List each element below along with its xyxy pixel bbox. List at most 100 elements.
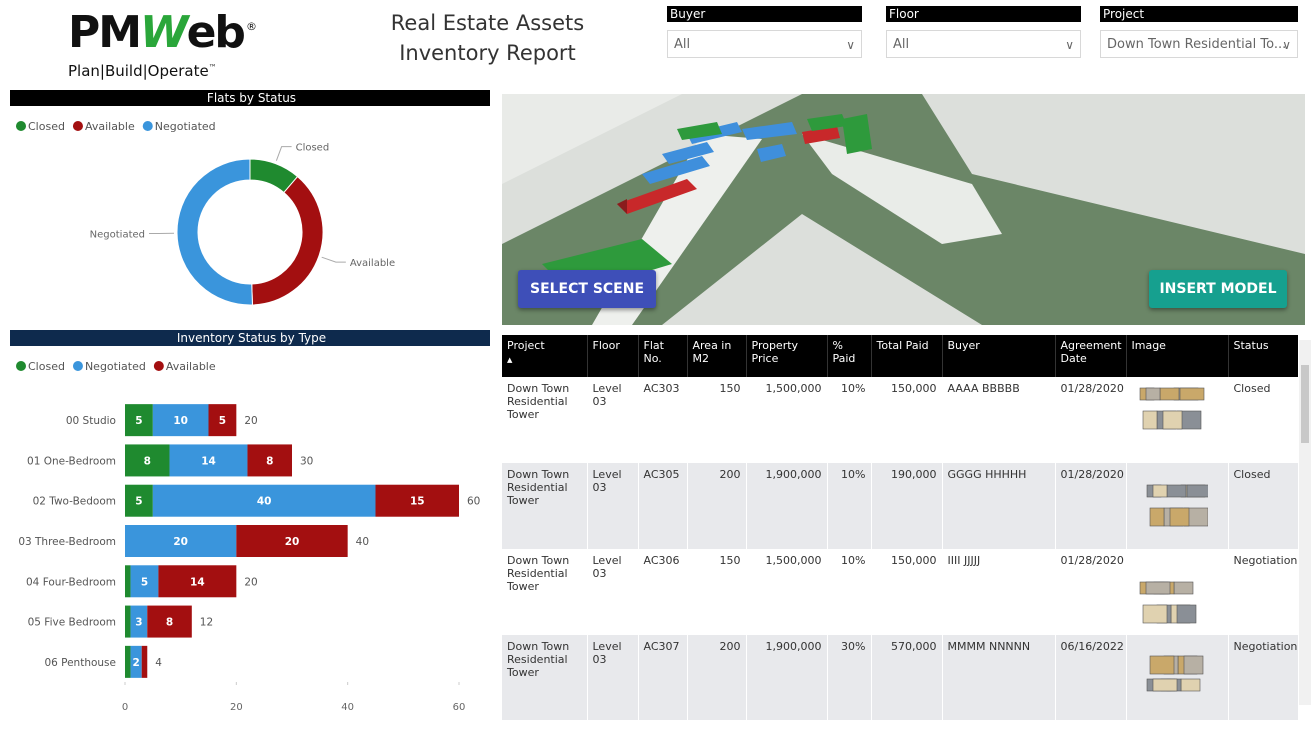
column-header[interactable]: Status <box>1228 335 1298 377</box>
column-title: Floor <box>592 339 620 352</box>
insert-model-button[interactable]: INSERT MODEL <box>1149 270 1287 308</box>
leader-line <box>275 146 292 161</box>
legend-label: Negotiated <box>155 120 216 133</box>
table-cell <box>1126 463 1229 549</box>
logo-tagline-wrap: Plan|Build|Operate™ <box>68 62 278 80</box>
legend-swatch <box>72 361 83 371</box>
column-header[interactable]: Area in M2 <box>687 335 747 377</box>
table-cell: 01/28/2020 <box>1055 377 1127 463</box>
bar-segment <box>130 565 159 598</box>
slice-label: Closed <box>296 143 330 154</box>
bar-segment <box>130 645 142 678</box>
legend-swatch <box>16 121 26 131</box>
bar-segment <box>375 484 459 517</box>
logo-part: W <box>140 7 189 58</box>
table-cell <box>1126 377 1229 463</box>
column-header[interactable]: Project ▲ <box>502 335 588 377</box>
column-header[interactable]: Flat No. <box>638 335 688 377</box>
plan-room <box>1183 655 1203 675</box>
select-scene-button[interactable]: SELECT SCENE <box>518 270 656 308</box>
scrollbar[interactable] <box>1299 340 1311 705</box>
table-wrap: Project ▲ Floor Flat No. Area in M2 Property … <box>502 335 1298 720</box>
cell-text: 10% <box>841 554 866 567</box>
cell-text: AC303 <box>643 382 680 395</box>
total-label: 20 <box>244 576 257 588</box>
leader-line <box>321 256 346 263</box>
cell-text: 1,900,000 <box>765 468 822 481</box>
column-header[interactable]: Agreement Date <box>1055 335 1127 377</box>
bar-segment <box>152 404 209 437</box>
filter-label: Project <box>1100 6 1298 22</box>
plan-room <box>1145 387 1160 401</box>
scroll-thumb[interactable] <box>1301 365 1309 443</box>
table-row[interactable]: Down Town Residential Tower Level 03 AC305… <box>502 463 1298 549</box>
table-cell: AC306 <box>638 549 688 635</box>
bar-segment <box>130 605 148 638</box>
cell-text: IIII JJJJJ <box>947 554 981 567</box>
legend-swatch <box>142 121 153 131</box>
plan-room <box>1173 581 1193 595</box>
plan-room <box>1176 604 1196 624</box>
table-cell: Negotiation <box>1228 635 1298 720</box>
table-row[interactable]: Down Town Residential Tower Level 03 AC307… <box>502 635 1298 720</box>
column-header[interactable]: Buyer <box>942 335 1056 377</box>
table-cell: 200 <box>687 463 747 549</box>
cell-text: 06/16/2022 <box>1060 640 1124 653</box>
bar-segment <box>125 444 170 477</box>
logo-tagline: Plan|Build|Operate <box>68 62 209 80</box>
cell-text: Closed <box>1233 468 1271 481</box>
legend-swatch <box>153 361 164 371</box>
bar-segment <box>152 484 376 517</box>
table-row[interactable]: Down Town Residential Tower Level 03 AC303… <box>502 377 1298 463</box>
floor-plan-image <box>1139 387 1204 430</box>
column-header[interactable]: % Paid <box>827 335 872 377</box>
cell-text: Down Town Residential Tower <box>507 554 570 593</box>
segment-label: 14 <box>190 576 205 588</box>
column-header[interactable]: Property Price <box>746 335 828 377</box>
logo-part: PM <box>68 7 142 58</box>
cell-text: 01/28/2020 <box>1060 554 1124 567</box>
charts: Closed Available Negotiated Closed Available… <box>16 120 480 713</box>
table-cell: Down Town Residential Tower <box>502 635 588 720</box>
x-tick-label: 60 <box>453 702 466 713</box>
column-header[interactable]: Total Paid <box>871 335 943 377</box>
column-header[interactable]: Floor <box>587 335 639 377</box>
column-title: Agreement Date <box>1060 339 1122 365</box>
cell-text: 190,000 <box>891 468 937 481</box>
legend-label: Available <box>85 120 135 133</box>
cell-text: AC306 <box>643 554 680 567</box>
slice-label: Negotiated <box>90 230 145 241</box>
cell-text: Level 03 <box>592 640 622 666</box>
bar-segment <box>125 484 153 517</box>
segment-label: 20 <box>173 536 188 548</box>
column-title: Buyer <box>947 339 980 352</box>
cell-text: AC305 <box>643 468 680 481</box>
table-cell: 150,000 <box>871 377 943 463</box>
table-cell: AAAA BBBBB <box>942 377 1056 463</box>
filter-dropdown[interactable]: All ∨ <box>667 30 862 58</box>
plan-room <box>1162 410 1182 430</box>
table-cell: Level 03 <box>587 463 639 549</box>
table-cell: 06/16/2022 <box>1055 635 1127 720</box>
table-cell <box>1126 549 1229 635</box>
segment-label: 8 <box>144 455 151 467</box>
filter-dropdown[interactable]: Down Town Residential To... ∨ <box>1100 30 1298 58</box>
sort-arrow: ▲ <box>507 356 513 364</box>
table-cell: 200 <box>687 635 747 720</box>
table-cell: 1,900,000 <box>746 635 828 720</box>
filter-value: All <box>893 37 910 52</box>
chevron: ∨ <box>846 38 855 52</box>
segment-label: 20 <box>285 536 300 548</box>
table-row[interactable]: Down Town Residential Tower Level 03 AC306… <box>502 549 1298 635</box>
column-header[interactable]: Image <box>1126 335 1229 377</box>
filter-dropdown[interactable]: All ∨ <box>886 30 1081 58</box>
legend-label: Available <box>166 360 216 373</box>
cell-text: 1,500,000 <box>765 382 822 395</box>
filter-label: Floor <box>886 6 1081 22</box>
cell-text: 150,000 <box>891 554 937 567</box>
table-cell: 150,000 <box>871 549 943 635</box>
cell-text: 01/28/2020 <box>1060 382 1124 395</box>
cell-text: AAAA BBBBB <box>947 382 1020 395</box>
bar-segment <box>247 444 292 477</box>
